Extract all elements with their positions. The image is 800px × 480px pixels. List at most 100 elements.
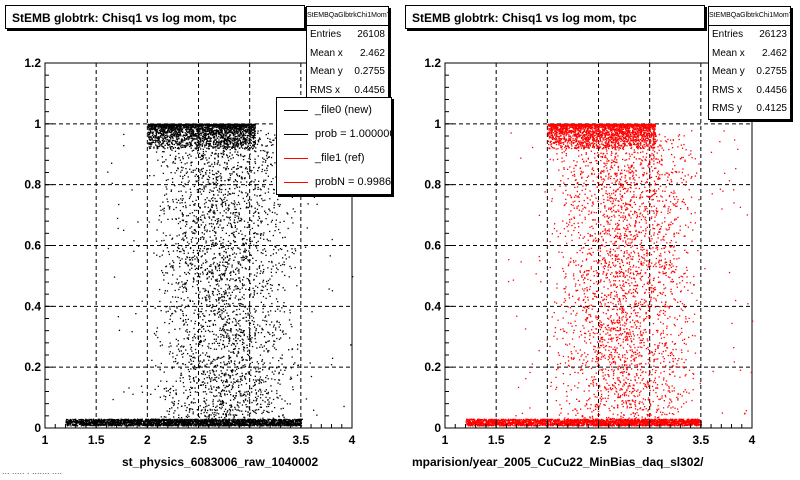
scatter-point (150, 145, 152, 148)
scatter-point (248, 132, 250, 134)
scatter-point (249, 425, 252, 427)
scatter-point (70, 423, 72, 425)
scatter-point (170, 422, 172, 424)
scatter-point (231, 419, 233, 421)
scatter-point (200, 133, 202, 135)
scatter-point (225, 133, 227, 135)
scatter-point (98, 424, 100, 426)
scatter-point (160, 421, 162, 423)
scatter-point (152, 136, 155, 139)
scatter-point (148, 129, 150, 131)
scatter-point (93, 423, 95, 425)
scatter-point (76, 422, 78, 424)
scatter-point (67, 419, 69, 421)
scatter-point (117, 420, 120, 422)
scatter-point (280, 421, 282, 423)
scatter-point (161, 139, 163, 141)
scatter-point (254, 126, 256, 128)
scatter-point (182, 146, 184, 148)
scatter-point (181, 129, 183, 132)
scatter-point (165, 140, 167, 142)
scatter-point (203, 144, 206, 146)
scatter-point (90, 421, 93, 423)
scatter-point (214, 424, 216, 426)
scatter-point (241, 192, 243, 194)
scatter-point (265, 315, 267, 317)
scatter-point (218, 123, 221, 126)
scatter-point (178, 142, 180, 144)
scatter-point (236, 424, 238, 426)
scatter-point (246, 419, 248, 421)
scatter-point (242, 123, 244, 126)
scatter-point (243, 422, 245, 424)
scatter-point (187, 214, 190, 217)
scatter-point (123, 421, 125, 423)
scatter-point (219, 240, 221, 242)
scatter-point (239, 130, 242, 133)
scatter-point (232, 144, 235, 147)
scatter-point (223, 127, 225, 129)
scatter-point (253, 127, 256, 129)
scatter-point (66, 423, 69, 425)
scatter-point (212, 323, 214, 325)
scatter-point (174, 420, 176, 422)
scatter-point (172, 125, 174, 127)
scatter-point (191, 134, 193, 136)
scatter-point (179, 125, 182, 128)
scatter-point (119, 420, 121, 422)
scatter-point (248, 425, 250, 427)
scatter-point (185, 422, 187, 424)
scatter-point (286, 424, 288, 426)
scatter-point (172, 129, 174, 131)
scatter-point (115, 421, 117, 423)
scatter-point (290, 420, 292, 422)
scatter-point (198, 129, 200, 132)
scatter-point (148, 123, 150, 126)
scatter-point (133, 423, 136, 425)
scatter-point (154, 422, 156, 424)
scatter-point (220, 126, 222, 129)
scatter-point (157, 139, 159, 141)
scatter-point (141, 419, 143, 421)
scatter-point (161, 130, 163, 133)
scatter-point (189, 247, 192, 250)
scatter-point (200, 125, 202, 127)
scatter-point (182, 419, 184, 422)
scatter-point (287, 424, 289, 426)
scatter-point (290, 423, 292, 425)
scatter-point (209, 331, 211, 333)
scatter-point (139, 421, 141, 423)
scatter-point (101, 419, 103, 421)
scatter-point (236, 333, 238, 335)
scatter-point (221, 129, 223, 131)
scatter-point (119, 421, 121, 423)
scatter-point (193, 424, 195, 427)
scatter-point (173, 143, 175, 146)
scatter-point (191, 424, 193, 426)
scatter-point (229, 422, 231, 424)
scatter-point (160, 136, 162, 138)
scatter-point (259, 418, 262, 420)
scatter-point (168, 421, 170, 423)
scatter-point (152, 418, 154, 420)
scatter-point (169, 424, 171, 426)
scatter-point (246, 141, 249, 143)
scatter-point (155, 140, 157, 142)
scatter-point (232, 146, 234, 148)
scatter-point (288, 425, 290, 427)
scatter-point (188, 130, 190, 132)
scatter-point (262, 422, 264, 424)
scatter-point (254, 143, 256, 145)
scatter-point (234, 126, 236, 128)
scatter-point (160, 423, 163, 426)
scatter-point (171, 136, 173, 139)
scatter-point (149, 424, 151, 426)
scatter-point (164, 126, 166, 129)
scatter-point (204, 128, 206, 130)
scatter-point (104, 424, 106, 426)
scatter-point (183, 421, 186, 424)
scatter-point (248, 139, 250, 142)
scatter-point (191, 126, 193, 128)
scatter-point (192, 124, 195, 126)
scatter-point (170, 125, 172, 127)
